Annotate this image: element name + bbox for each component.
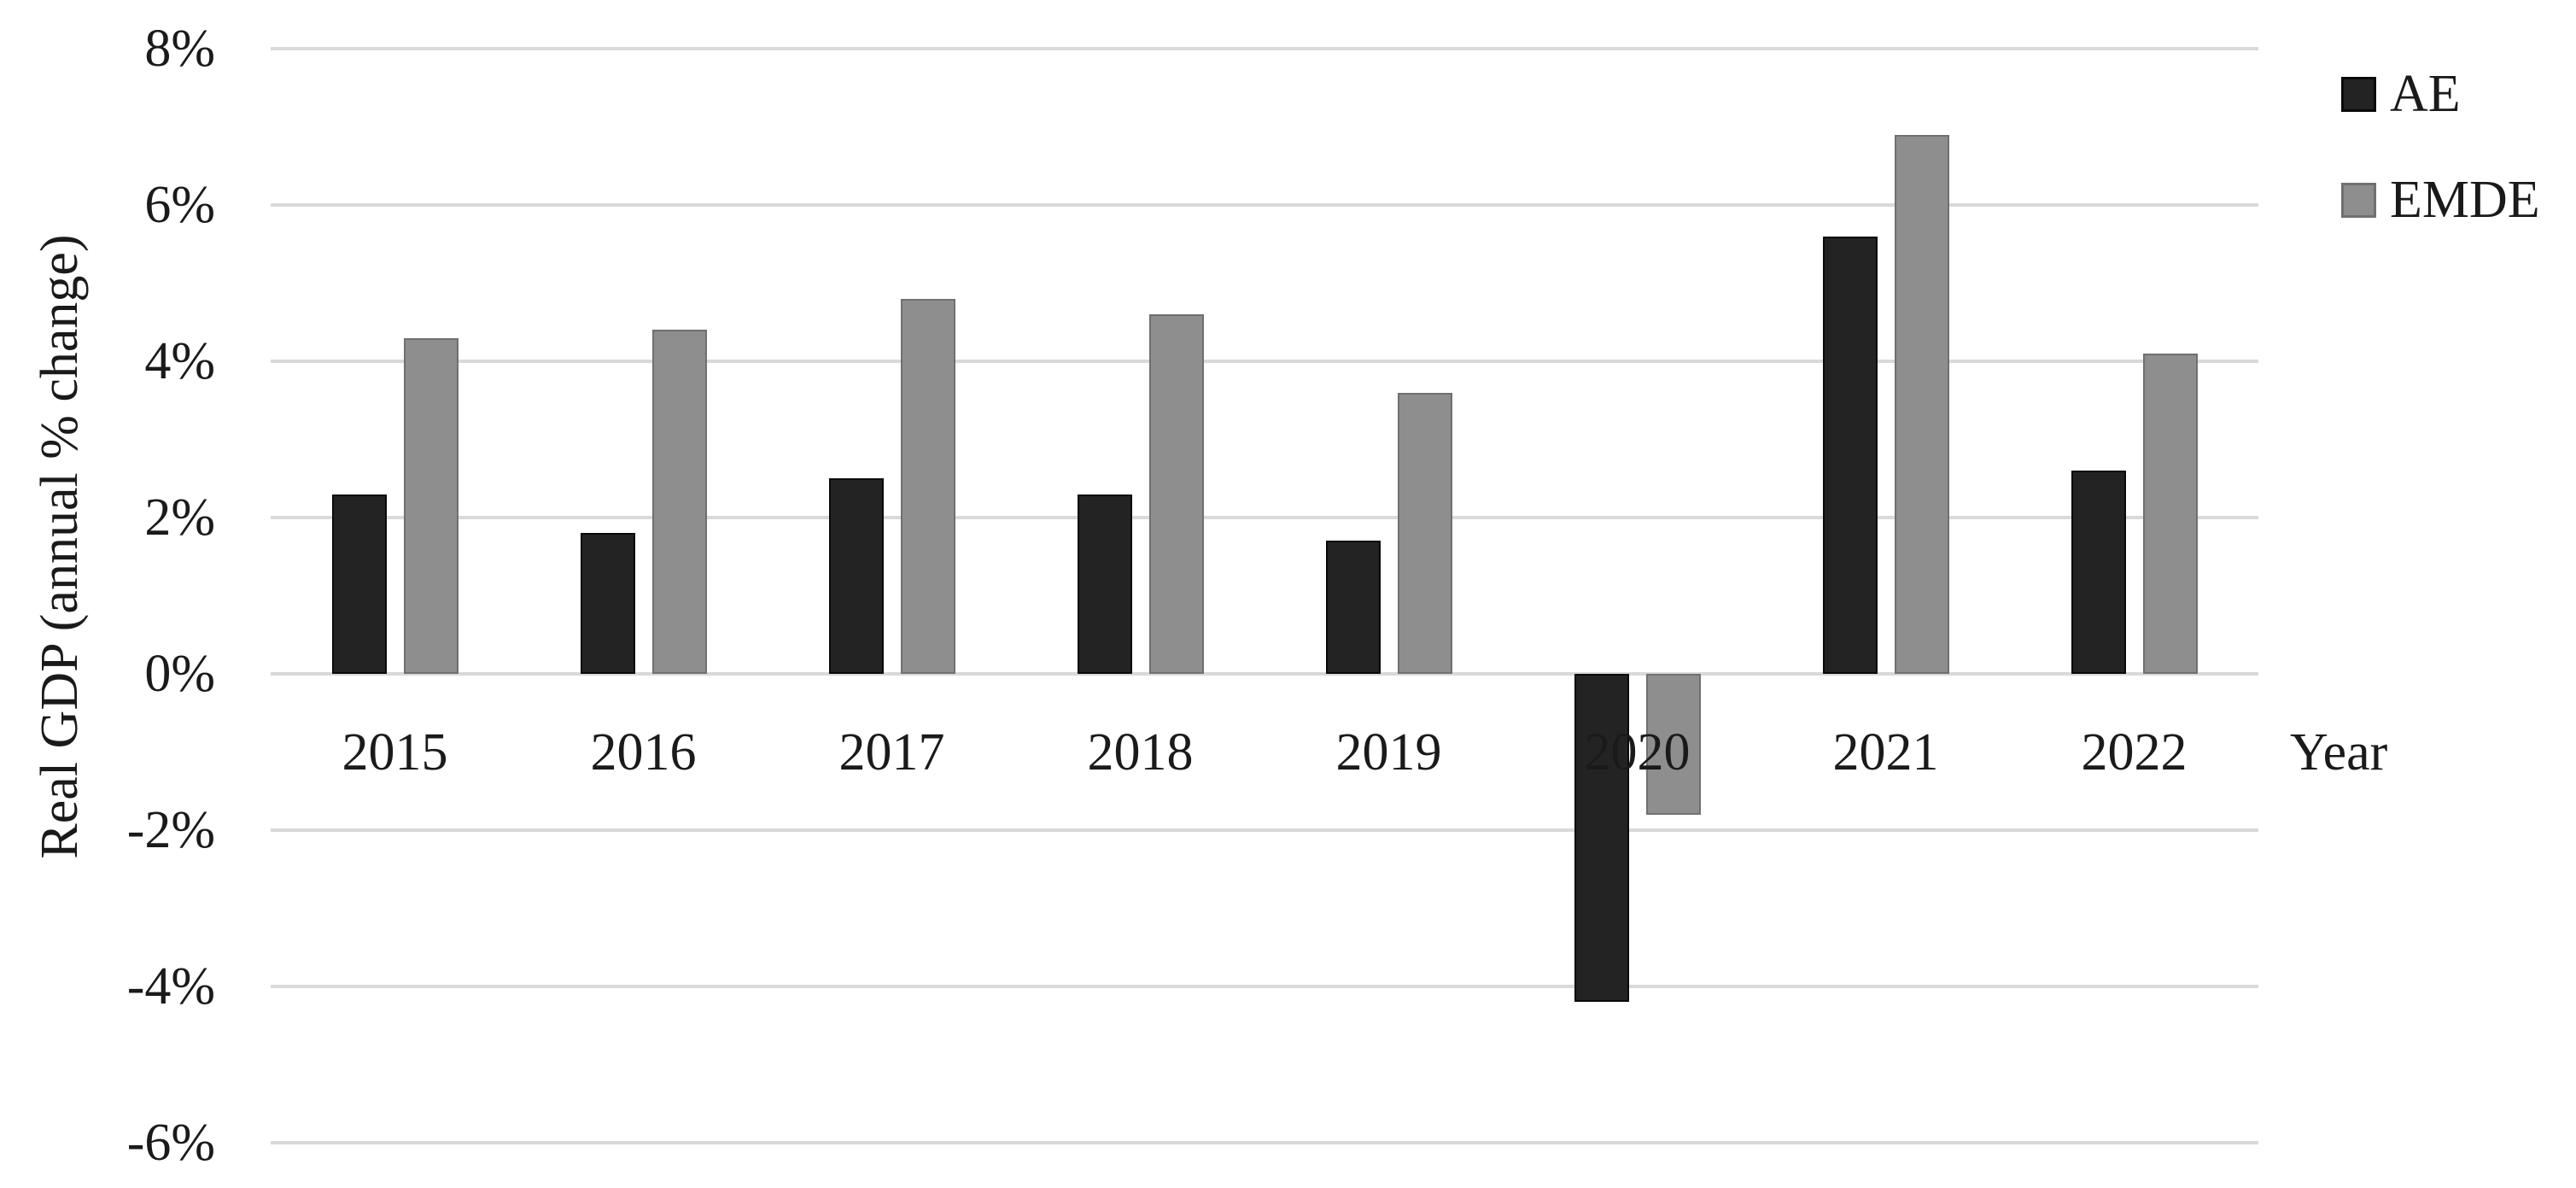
gridline-2% [271, 516, 2258, 519]
y-tick-label: 0% [144, 645, 215, 703]
bar-ae-2015 [331, 494, 387, 674]
bar-ae-2021 [1822, 236, 1878, 674]
bar-emde-2015 [403, 337, 459, 674]
bar-emde-2020 [1645, 674, 1701, 815]
bar-ae-2017 [828, 478, 884, 674]
legend-swatch-emde [2341, 182, 2376, 218]
y-tick-label: -6% [126, 1114, 215, 1172]
y-tick-label: 8% [144, 20, 215, 78]
gridline--2% [271, 828, 2258, 832]
legend-item-emde: EMDE [2341, 171, 2540, 229]
gridline--6% [271, 1141, 2258, 1144]
bar-ae-2022 [2071, 471, 2126, 674]
y-tick-label: -4% [126, 957, 215, 1015]
legend-item-ae: AE [2341, 65, 2461, 123]
legend-swatch-ae [2341, 76, 2376, 112]
y-tick-label: 6% [144, 176, 215, 234]
bar-ae-2016 [580, 533, 635, 674]
bar-emde-2021 [1894, 134, 1949, 674]
gridline--4% [271, 985, 2258, 988]
gridline-4% [271, 360, 2258, 363]
gridline-8% [271, 47, 2258, 50]
category-label-2018: 2018 [1087, 723, 1194, 781]
bar-ae-2018 [1077, 494, 1132, 674]
gridline-6% [271, 203, 2258, 207]
bar-emde-2018 [1148, 314, 1204, 674]
legend-label-emde: EMDE [2390, 171, 2540, 229]
category-label-2020: 2020 [1584, 723, 1691, 781]
x-axis-title: Year [2290, 723, 2388, 781]
category-label-2022: 2022 [2081, 723, 2188, 781]
y-tick-label: 2% [144, 489, 215, 547]
bar-emde-2022 [2142, 353, 2198, 674]
category-label-2021: 2021 [1832, 723, 1939, 781]
category-label-2016: 2016 [590, 723, 697, 781]
bar-ae-2019 [1325, 541, 1381, 674]
bar-emde-2016 [651, 330, 707, 674]
legend-label-ae: AE [2390, 65, 2461, 123]
category-label-2019: 2019 [1335, 723, 1442, 781]
gridline-0% [271, 672, 2258, 676]
y-tick-label: -2% [126, 801, 215, 859]
bar-emde-2017 [900, 298, 955, 674]
plot-area: 2015 2016 2017 2018 2019 2020 2021 2022 [271, 0, 2258, 1188]
category-label-2015: 2015 [342, 723, 448, 781]
y-tick-label: 4% [144, 332, 215, 390]
bar-ae-2020 [1574, 674, 1629, 1003]
bar-emde-2019 [1397, 392, 1452, 674]
category-label-2017: 2017 [838, 723, 945, 781]
